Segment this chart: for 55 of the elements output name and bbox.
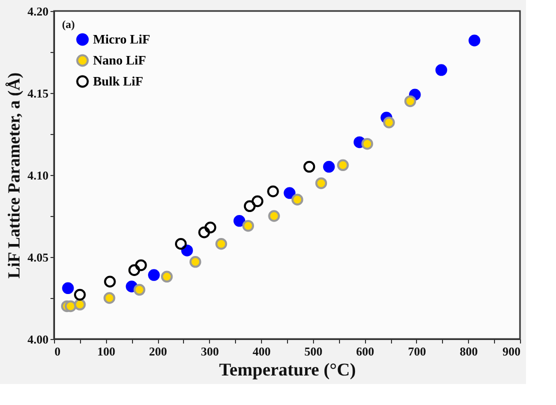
point	[174, 238, 187, 250]
y-tick-label: 4.20	[28, 4, 48, 18]
point	[148, 269, 160, 281]
point	[383, 116, 395, 128]
point	[291, 194, 304, 206]
x-tick-label: 100	[97, 344, 116, 358]
y-tick-label: 4.10	[28, 168, 48, 182]
y-tick-label: 4.15	[28, 86, 48, 100]
point	[244, 200, 256, 212]
point	[64, 300, 76, 312]
point	[128, 264, 140, 276]
point	[404, 95, 416, 108]
point	[233, 215, 246, 227]
point	[252, 195, 264, 208]
y-tick-label: 4.05	[28, 250, 48, 264]
legend-label: Bulk LiF	[93, 74, 144, 88]
point	[361, 138, 374, 150]
point	[215, 238, 228, 250]
x-axis-title: Temperature (°C)	[219, 360, 356, 380]
point	[74, 288, 86, 301]
point	[104, 292, 116, 304]
point	[74, 298, 86, 310]
x-tick-label: 400	[252, 344, 271, 358]
legend-label: Nano LiF	[93, 52, 146, 68]
point	[323, 160, 335, 173]
point	[242, 220, 254, 232]
point	[284, 187, 296, 199]
point	[303, 160, 316, 173]
point	[198, 226, 210, 238]
point	[104, 276, 116, 288]
point	[435, 64, 448, 76]
x-tick-label: 600	[356, 344, 374, 358]
point	[315, 177, 328, 190]
point	[468, 34, 480, 46]
point	[62, 282, 74, 294]
y-tick-label: 4.00	[28, 332, 48, 346]
annotation: (a)	[62, 19, 76, 31]
x-tick-label: 800	[460, 344, 478, 358]
x-tick-label: 900	[502, 344, 520, 358]
point	[268, 210, 280, 222]
point	[337, 159, 349, 172]
x-tick-label: 300	[200, 344, 219, 358]
legend-label: Micro LiF	[93, 32, 150, 46]
x-tick-label: 0	[54, 344, 60, 358]
point	[204, 222, 216, 234]
x-tick-label: 200	[149, 344, 168, 358]
point	[134, 284, 146, 296]
x-tick-label: 500	[304, 344, 322, 358]
point	[189, 256, 202, 268]
point	[181, 244, 193, 256]
point	[161, 270, 173, 283]
point	[267, 186, 279, 198]
point	[135, 259, 147, 272]
y-axis-title: LiF Lattice Parameter, a (Å)	[4, 72, 24, 278]
x-tick-label: 700	[408, 344, 426, 358]
